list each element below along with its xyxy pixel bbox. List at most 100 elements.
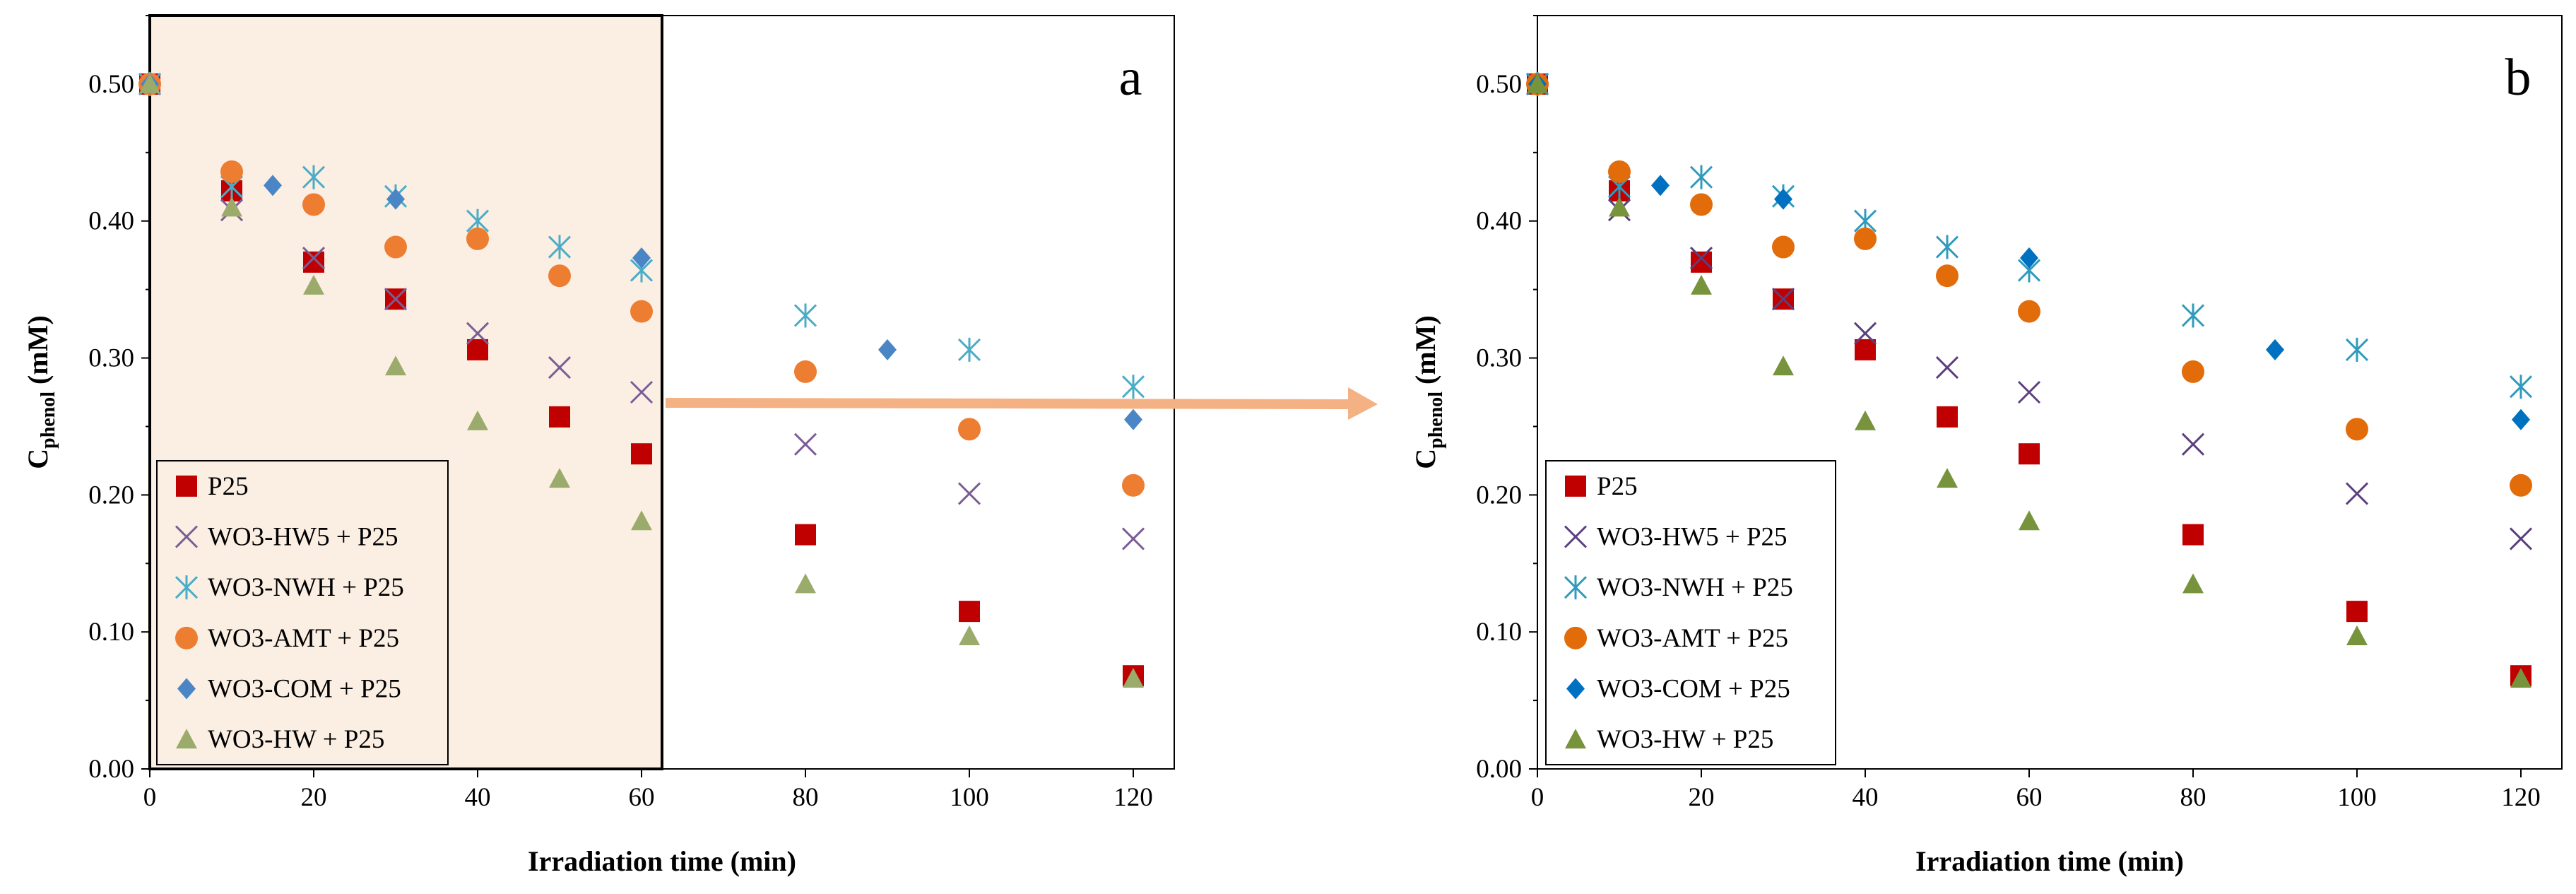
legend-marker — [1565, 729, 1586, 749]
data-point — [2266, 339, 2284, 360]
x-tick-label: 100 — [2337, 783, 2377, 812]
y-tick-label: 0.00 — [1476, 755, 1522, 784]
data-point — [467, 339, 488, 360]
data-point — [303, 274, 324, 295]
y-tick-label: 0.10 — [88, 618, 134, 647]
legend-label: P25 — [208, 472, 249, 501]
data-point — [2509, 375, 2533, 399]
series-6 — [139, 73, 1144, 688]
data-point — [1771, 288, 1795, 311]
data-point — [631, 443, 652, 465]
y-axis-title-main: C — [1410, 449, 1441, 469]
data-point — [1935, 235, 1959, 259]
legend-label: WO3-NWH + P25 — [1597, 573, 1793, 602]
legend-marker — [176, 475, 197, 497]
data-point — [549, 406, 570, 428]
data-point — [302, 246, 326, 270]
y-axis-title: Cphenol (mM) — [22, 315, 59, 469]
data-point — [1609, 196, 1630, 217]
data-point — [384, 235, 407, 259]
data-point — [384, 288, 408, 311]
data-point — [2181, 303, 2205, 328]
data-point — [1773, 355, 1794, 376]
legend-label: P25 — [1597, 472, 1638, 501]
data-point — [2182, 573, 2204, 594]
data-point — [548, 264, 571, 288]
y-tick-label: 0.20 — [88, 481, 134, 510]
data-point — [221, 196, 242, 217]
data-point — [220, 160, 243, 183]
series-6 — [1527, 73, 2531, 688]
data-point — [548, 356, 572, 380]
legend-label: WO3-AMT + P25 — [1597, 624, 1788, 653]
data-point — [1689, 246, 1713, 270]
data-point — [1937, 468, 1958, 488]
data-point — [1937, 406, 1958, 428]
data-point — [793, 303, 817, 328]
plot-frame — [149, 15, 1175, 770]
data-point — [1691, 251, 1712, 273]
y-axis-title-main: C — [22, 449, 54, 469]
legend-marker — [175, 575, 199, 600]
legend-label: WO3-NWH + P25 — [208, 573, 404, 602]
data-point — [2345, 482, 2369, 505]
legend-marker — [1564, 525, 1588, 548]
legend: P25 WO3-HW5 + P25 WO3-NWH + P25 WO3-AMT + P… — [156, 460, 449, 765]
data-point — [2181, 433, 2205, 456]
legend-label: WO3-COM + P25 — [1597, 675, 1790, 704]
data-point — [1527, 73, 1548, 93]
data-point — [139, 73, 160, 93]
data-point — [303, 251, 324, 273]
chart-panel-b: 0.00 0.10 0.20 0.30 0.40 0.50 0 20 40 60 80 100 120 I… — [1410, 15, 2563, 877]
x-tick-label: 80 — [2180, 783, 2206, 812]
y-axis-title-unit: (mM) — [1410, 315, 1441, 392]
data-point — [1936, 264, 1958, 288]
panel-label: a — [1119, 49, 1142, 107]
data-point — [2346, 625, 2368, 645]
legend-box — [156, 460, 449, 765]
data-point — [385, 355, 406, 376]
data-point — [1854, 227, 1877, 250]
legend-marker — [1565, 475, 1586, 497]
series-3 — [1525, 71, 2533, 399]
x-tick-label: 40 — [465, 783, 491, 812]
data-point — [2019, 443, 2040, 465]
y-tick-label: 0.50 — [88, 70, 134, 99]
series-4 — [138, 72, 1145, 497]
data-point — [302, 165, 326, 189]
x-tick-label: 120 — [1113, 783, 1153, 812]
data-point — [793, 433, 817, 456]
x-tick-label: 0 — [143, 783, 157, 812]
arrow-head — [1348, 387, 1378, 420]
data-point — [630, 300, 653, 323]
data-point — [2017, 380, 2041, 404]
data-point — [957, 482, 981, 505]
data-point — [2510, 474, 2532, 497]
data-point — [1772, 235, 1795, 259]
data-point — [1853, 322, 1877, 345]
legend: P25 WO3-HW5 + P25 WO3-NWH + P25 WO3-AMT + P… — [1545, 460, 1836, 765]
data-point — [549, 468, 570, 488]
panel-label: b — [2505, 49, 2531, 107]
legend-marker — [177, 678, 196, 700]
legend-marker — [1566, 678, 1585, 700]
data-point — [2019, 510, 2040, 531]
legend-marker — [175, 525, 199, 548]
legend-label: WO3-HW5 + P25 — [208, 523, 398, 552]
data-point — [1935, 356, 1959, 380]
y-axis-title-unit: (mM) — [22, 315, 54, 392]
data-point — [2512, 408, 2530, 430]
legend-label: WO3-HW + P25 — [208, 725, 384, 754]
y-axis-title-subscript: phenol — [1425, 392, 1447, 449]
data-point — [2346, 418, 2368, 441]
data-point — [2346, 601, 2368, 623]
data-point — [1651, 175, 1670, 196]
x-tick-label: 60 — [629, 783, 655, 812]
y-axis-title: Cphenol (mM) — [1410, 315, 1447, 469]
data-point — [1691, 274, 1712, 295]
legend-box — [1545, 460, 1836, 765]
data-point — [466, 227, 489, 250]
y-tick-label: 0.30 — [88, 344, 134, 373]
data-point — [631, 510, 652, 531]
x-tick-label: 60 — [2016, 783, 2043, 812]
